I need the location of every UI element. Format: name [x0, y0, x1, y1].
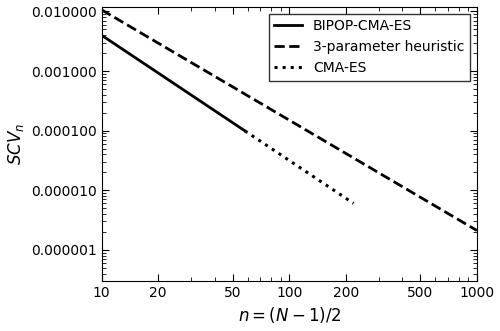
- BIPOP-CMA-ES: [168, 79, 173, 83]
- BIPOP-CMA-ES: [176, 85, 182, 89]
- BIPOP-CMA-ES: [184, 90, 190, 94]
- CMA-ES: [306, 172, 312, 176]
- BIPOP-CMA-ES: [242, 129, 248, 133]
- CMA-ES: [350, 201, 356, 205]
- 3-parameter heuristic: [474, 228, 480, 232]
- CMA-ES: [294, 164, 300, 168]
- X-axis label: $n = (N-1)/2$: $n = (N-1)/2$: [238, 306, 341, 325]
- CMA-ES: [242, 129, 248, 133]
- 3-parameter heuristic: [406, 189, 412, 193]
- Y-axis label: $SCV_n$: $SCV_n$: [6, 123, 25, 165]
- Line: BIPOP-CMA-ES: BIPOP-CMA-ES: [102, 35, 245, 131]
- Line: CMA-ES: CMA-ES: [245, 131, 354, 203]
- 3-parameter heuristic: [279, 114, 285, 118]
- CMA-ES: [294, 163, 300, 167]
- CMA-ES: [331, 188, 337, 192]
- Legend: BIPOP-CMA-ES, 3-parameter heuristic, CMA-ES: BIPOP-CMA-ES, 3-parameter heuristic, CMA…: [268, 14, 470, 81]
- BIPOP-CMA-ES: [166, 79, 172, 83]
- 3-parameter heuristic: [302, 127, 308, 131]
- CMA-ES: [348, 200, 354, 204]
- 3-parameter heuristic: [322, 139, 328, 143]
- 3-parameter heuristic: [277, 113, 283, 117]
- 3-parameter heuristic: [465, 223, 471, 227]
- Line: 3-parameter heuristic: 3-parameter heuristic: [102, 10, 477, 230]
- BIPOP-CMA-ES: [216, 112, 222, 116]
- CMA-ES: [300, 168, 306, 172]
- 3-parameter heuristic: [98, 8, 104, 12]
- BIPOP-CMA-ES: [238, 126, 244, 130]
- BIPOP-CMA-ES: [98, 33, 104, 37]
